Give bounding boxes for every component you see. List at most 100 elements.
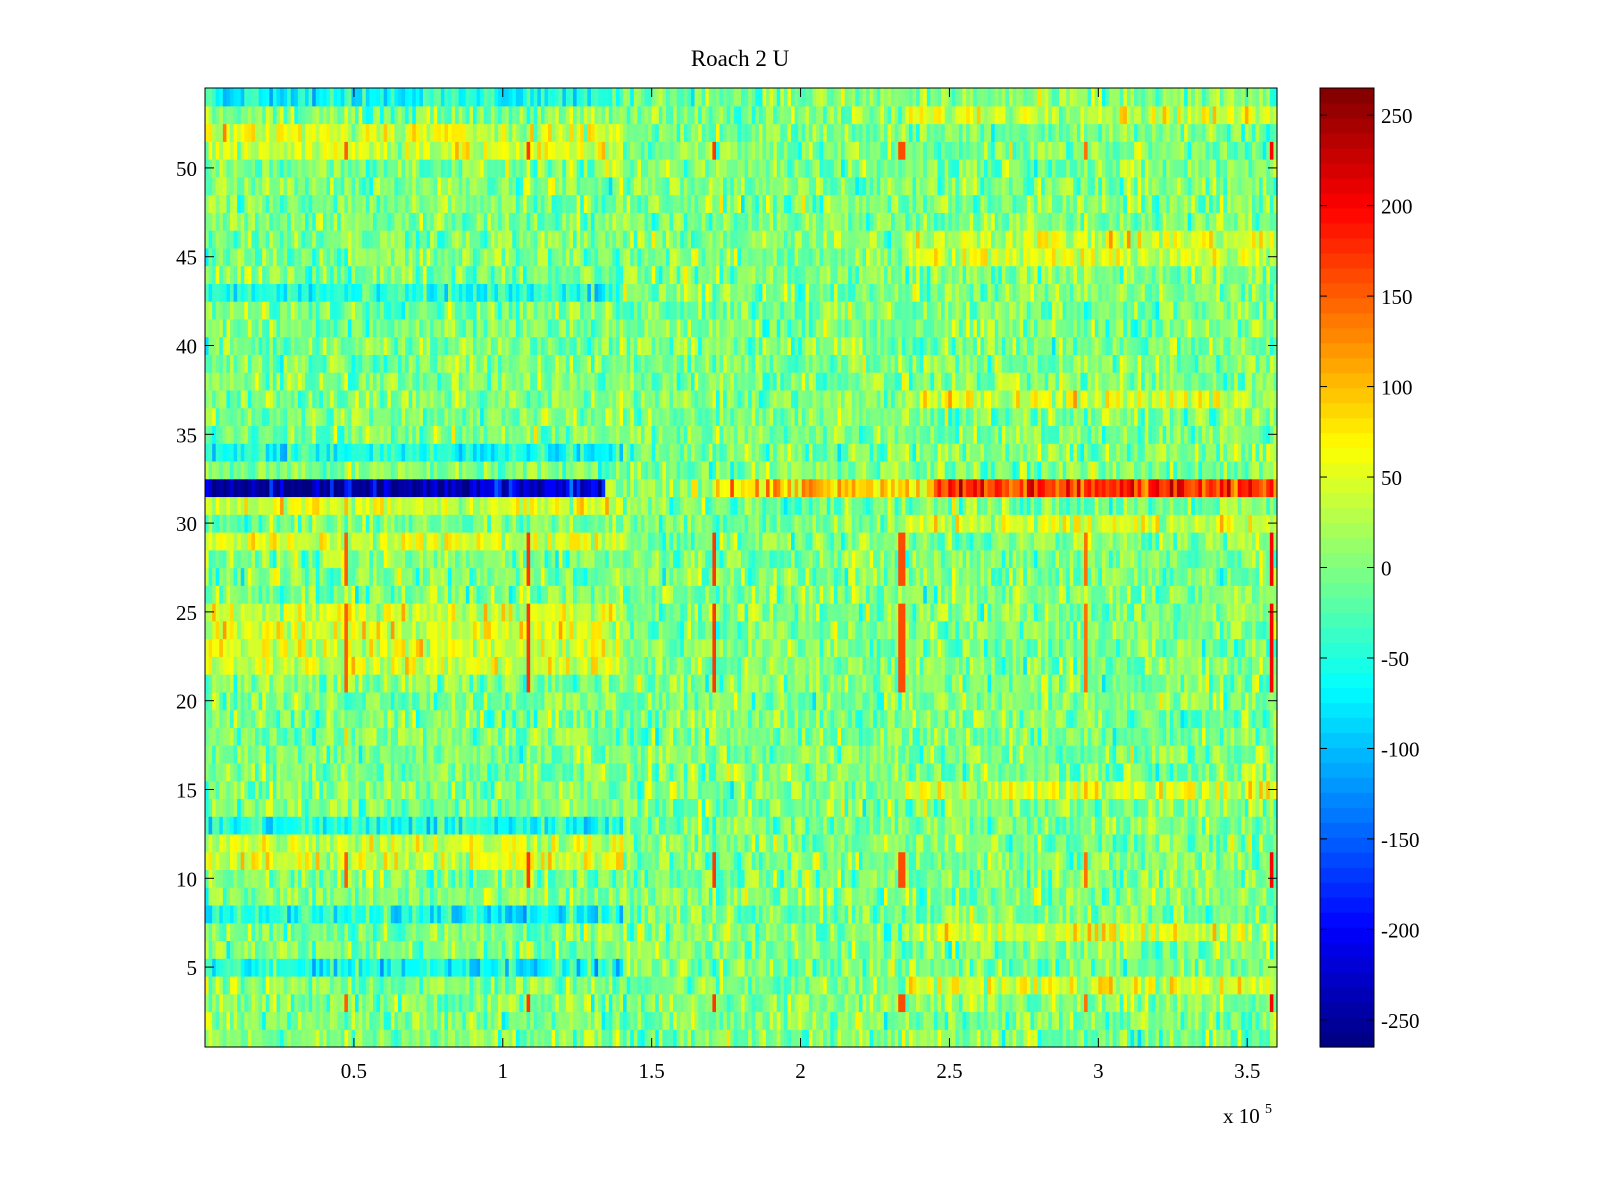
- heatmap-cell: [505, 781, 509, 799]
- heatmap-cell: [344, 923, 348, 941]
- heatmap-cell: [1134, 869, 1138, 887]
- heatmap-cell: [852, 940, 856, 958]
- heatmap-cell: [970, 816, 974, 834]
- heatmap-cell: [441, 781, 445, 799]
- heatmap-cell: [837, 763, 841, 781]
- heatmap-cell: [655, 1029, 659, 1047]
- heatmap-cell: [205, 1029, 209, 1047]
- heatmap-cell: [423, 923, 427, 941]
- heatmap-cell: [873, 923, 877, 941]
- heatmap-cell: [655, 1011, 659, 1029]
- heatmap-cell: [798, 940, 802, 958]
- heatmap-cell: [298, 1029, 302, 1047]
- heatmap-cell: [759, 781, 763, 799]
- heatmap-cell: [1245, 923, 1249, 941]
- heatmap-cell: [877, 994, 881, 1012]
- heatmap-cell: [1245, 869, 1249, 887]
- heatmap-cell: [930, 994, 934, 1012]
- heatmap-cell: [276, 940, 280, 958]
- heatmap-cell: [301, 745, 305, 763]
- heatmap-cell: [909, 781, 913, 799]
- heatmap-cell: [1259, 976, 1263, 994]
- heatmap-cell: [780, 976, 784, 994]
- heatmap-cell: [1216, 1029, 1220, 1047]
- heatmap-cell: [666, 816, 670, 834]
- heatmap-cell: [1191, 834, 1195, 852]
- heatmap-cell: [527, 781, 531, 799]
- heatmap-cell: [344, 1029, 348, 1047]
- heatmap-cell: [848, 798, 852, 816]
- heatmap-cell: [577, 905, 581, 923]
- heatmap-cell: [770, 958, 774, 976]
- heatmap-cell: [966, 869, 970, 887]
- heatmap-cell: [1195, 940, 1199, 958]
- heatmap-cell: [1095, 958, 1099, 976]
- heatmap-cell: [455, 852, 459, 870]
- heatmap-cell: [773, 745, 777, 763]
- heatmap-cell: [509, 940, 513, 958]
- heatmap-cell: [530, 763, 534, 781]
- heatmap-cell: [344, 940, 348, 958]
- heatmap-cell: [677, 745, 681, 763]
- heatmap-cell: [691, 869, 695, 887]
- heatmap-cell: [494, 852, 498, 870]
- heatmap-cell: [344, 905, 348, 923]
- heatmap-cell: [1073, 940, 1077, 958]
- heatmap-cell: [223, 905, 227, 923]
- heatmap-cell: [662, 869, 666, 887]
- heatmap-cell: [920, 1011, 924, 1029]
- heatmap-cell: [369, 834, 373, 852]
- heatmap-cell: [1145, 1029, 1149, 1047]
- heatmap-cell: [1138, 976, 1142, 994]
- heatmap-cell: [784, 994, 788, 1012]
- heatmap-cell: [1020, 905, 1024, 923]
- heatmap-cell: [352, 1011, 356, 1029]
- heatmap-cell: [762, 869, 766, 887]
- heatmap-cell: [923, 940, 927, 958]
- heatmap-cell: [1170, 1011, 1174, 1029]
- heatmap-cell: [748, 940, 752, 958]
- heatmap-cell: [673, 1011, 677, 1029]
- heatmap-cell: [684, 745, 688, 763]
- heatmap-cell: [512, 763, 516, 781]
- heatmap-cell: [1188, 798, 1192, 816]
- heatmap-cell: [402, 763, 406, 781]
- chart-title: Roach 2 U: [691, 46, 790, 71]
- heatmap-cell: [812, 834, 816, 852]
- heatmap-cell: [727, 976, 731, 994]
- heatmap-cell: [577, 958, 581, 976]
- heatmap-cell: [541, 994, 545, 1012]
- heatmap-cell: [620, 994, 624, 1012]
- heatmap-cell: [462, 798, 466, 816]
- heatmap-cell: [352, 976, 356, 994]
- heatmap-cell: [1123, 923, 1127, 941]
- heatmap-cell: [1256, 798, 1260, 816]
- heatmap-cell: [377, 887, 381, 905]
- heatmap-cell: [430, 905, 434, 923]
- heatmap-cell: [766, 976, 770, 994]
- heatmap-cell: [902, 994, 906, 1012]
- heatmap-cell: [541, 781, 545, 799]
- heatmap-cell: [998, 976, 1002, 994]
- heatmap-cell: [259, 798, 263, 816]
- heatmap-cell: [1077, 940, 1081, 958]
- heatmap-cell: [1120, 1029, 1124, 1047]
- heatmap-cell: [980, 816, 984, 834]
- heatmap-cell: [1048, 994, 1052, 1012]
- heatmap-cell: [709, 1029, 713, 1047]
- heatmap-cell: [1177, 816, 1181, 834]
- heatmap-cell: [1130, 781, 1134, 799]
- heatmap-cell: [862, 1029, 866, 1047]
- heatmap-cell: [895, 994, 899, 1012]
- heatmap-cell: [880, 763, 884, 781]
- heatmap-cell: [784, 763, 788, 781]
- heatmap-cell: [273, 852, 277, 870]
- heatmap-cell: [1263, 798, 1267, 816]
- heatmap-cell: [544, 816, 548, 834]
- heatmap-cell: [716, 763, 720, 781]
- heatmap-cell: [637, 976, 641, 994]
- heatmap-cell: [1206, 994, 1210, 1012]
- heatmap-cell: [1270, 976, 1274, 994]
- heatmap-cell: [216, 745, 220, 763]
- heatmap-cell: [266, 834, 270, 852]
